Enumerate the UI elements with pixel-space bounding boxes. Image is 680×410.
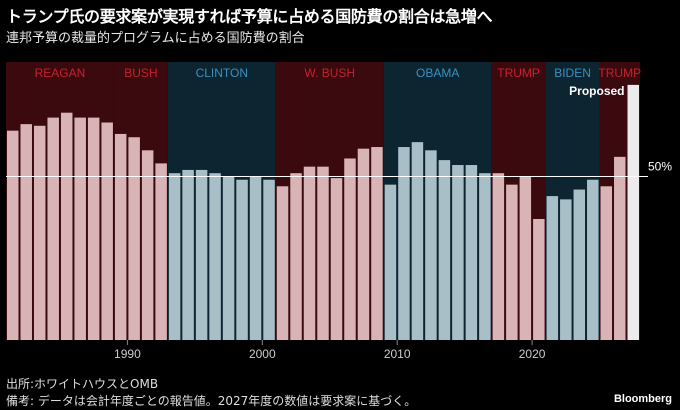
bar xyxy=(506,184,518,340)
administration-label: BIDEN xyxy=(554,66,591,80)
bar xyxy=(168,173,181,340)
bar xyxy=(236,179,248,340)
bar xyxy=(74,117,86,340)
administration-label: BUSH xyxy=(124,66,157,80)
reference-line-group: 50% xyxy=(6,159,672,177)
bar xyxy=(600,186,613,340)
bar xyxy=(384,184,397,340)
bar xyxy=(276,186,289,340)
bar-series xyxy=(7,84,639,340)
bar xyxy=(344,158,356,340)
bar xyxy=(209,173,221,340)
bar xyxy=(33,125,46,340)
bar xyxy=(222,176,235,340)
bar xyxy=(560,199,572,340)
bar xyxy=(492,173,505,340)
administration-label: CLINTON xyxy=(196,66,248,80)
bar xyxy=(371,147,383,340)
administration-label: W. BUSH xyxy=(304,66,355,80)
bar xyxy=(546,196,559,340)
bar xyxy=(249,176,262,340)
bar xyxy=(330,178,343,340)
bar xyxy=(573,189,586,340)
bar xyxy=(141,150,154,340)
bar xyxy=(182,169,194,340)
chart-title: トランプ氏の要求案が実現すれば予算に占める国防費の割合は急増へ xyxy=(6,7,493,26)
bar xyxy=(155,163,167,340)
bar xyxy=(87,117,100,340)
bar xyxy=(614,156,626,340)
bar xyxy=(398,147,410,340)
bar xyxy=(290,173,302,340)
proposed-bar xyxy=(627,84,639,340)
bar xyxy=(411,142,424,340)
bar xyxy=(20,124,32,340)
bar xyxy=(357,148,370,340)
bar xyxy=(47,117,59,340)
bar xyxy=(263,179,275,340)
bar xyxy=(7,130,19,340)
bar xyxy=(317,166,329,340)
proposed-annotation: Proposed xyxy=(569,84,624,98)
bar xyxy=(479,173,491,340)
bar xyxy=(452,165,464,340)
bar xyxy=(465,165,478,340)
bar xyxy=(101,122,113,340)
administration-labels: REAGAN BUSH CLINTON W. BUSH OBAMA TRUMP BIDEN T… xyxy=(35,66,641,98)
administration-label: REAGAN xyxy=(35,66,86,80)
administration-label: OBAMA xyxy=(416,66,459,80)
bar xyxy=(303,166,316,340)
bloomberg-logo: Bloomberg xyxy=(613,393,672,405)
footnote: 備考: データは会計年度ごとの報告値。2027年度の数値は要求案に基づく。 xyxy=(6,394,417,408)
administration-label: TRUMP xyxy=(497,66,540,80)
x-tick-label: 1990 xyxy=(114,347,141,361)
bar xyxy=(533,218,545,340)
source-note: 出所:ホワイトハウスとOMB xyxy=(6,377,159,391)
bar xyxy=(519,176,532,340)
bar xyxy=(425,150,437,340)
bar xyxy=(114,133,127,340)
bar xyxy=(195,169,208,340)
bar xyxy=(60,112,73,340)
bar xyxy=(438,160,451,340)
x-tick-label: 2020 xyxy=(519,347,546,361)
x-tick-label: 2000 xyxy=(249,347,276,361)
bar xyxy=(587,179,599,340)
x-axis: 1990 2000 2010 2020 xyxy=(114,340,546,361)
reference-line-label: 50% xyxy=(648,159,672,173)
administration-label: TRUMP xyxy=(598,66,641,80)
bar xyxy=(128,137,140,340)
x-tick-label: 2010 xyxy=(384,347,411,361)
chart-subtitle: 連邦予算の裁量的プログラムに占める国防費の割合 xyxy=(6,31,305,46)
